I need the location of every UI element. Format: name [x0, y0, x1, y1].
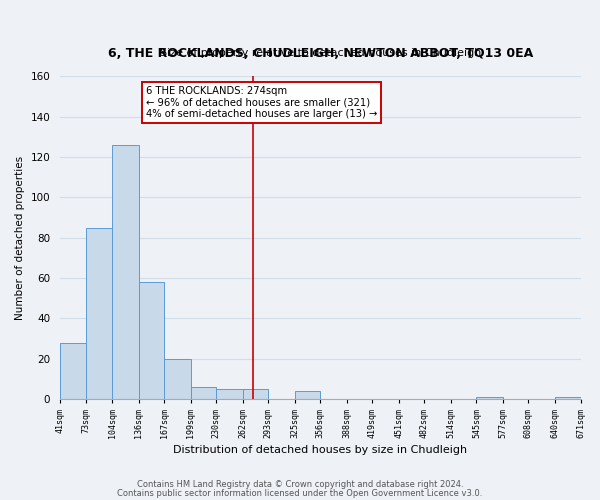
Bar: [60, 342, 86, 399]
Bar: [242, 389, 268, 399]
Bar: [164, 358, 191, 399]
Y-axis label: Number of detached properties: Number of detached properties: [15, 156, 25, 320]
Text: Contains HM Land Registry data © Crown copyright and database right 2024.: Contains HM Land Registry data © Crown c…: [137, 480, 463, 489]
Bar: [139, 282, 164, 399]
Bar: [555, 397, 581, 399]
Bar: [295, 391, 320, 399]
Bar: [476, 397, 503, 399]
Bar: [216, 389, 242, 399]
Bar: [86, 228, 112, 399]
Title: 6, THE ROCKLANDS, CHUDLEIGH, NEWTON ABBOT, TQ13 0EA: 6, THE ROCKLANDS, CHUDLEIGH, NEWTON ABBO…: [107, 46, 533, 60]
X-axis label: Distribution of detached houses by size in Chudleigh: Distribution of detached houses by size …: [173, 445, 467, 455]
Text: 6 THE ROCKLANDS: 274sqm
← 96% of detached houses are smaller (321)
4% of semi-de: 6 THE ROCKLANDS: 274sqm ← 96% of detache…: [146, 86, 377, 120]
Text: Contains public sector information licensed under the Open Government Licence v3: Contains public sector information licen…: [118, 489, 482, 498]
Bar: [191, 387, 216, 399]
Bar: [112, 145, 139, 399]
Text: Size of property relative to detached houses in Chudleigh: Size of property relative to detached ho…: [160, 48, 481, 58]
